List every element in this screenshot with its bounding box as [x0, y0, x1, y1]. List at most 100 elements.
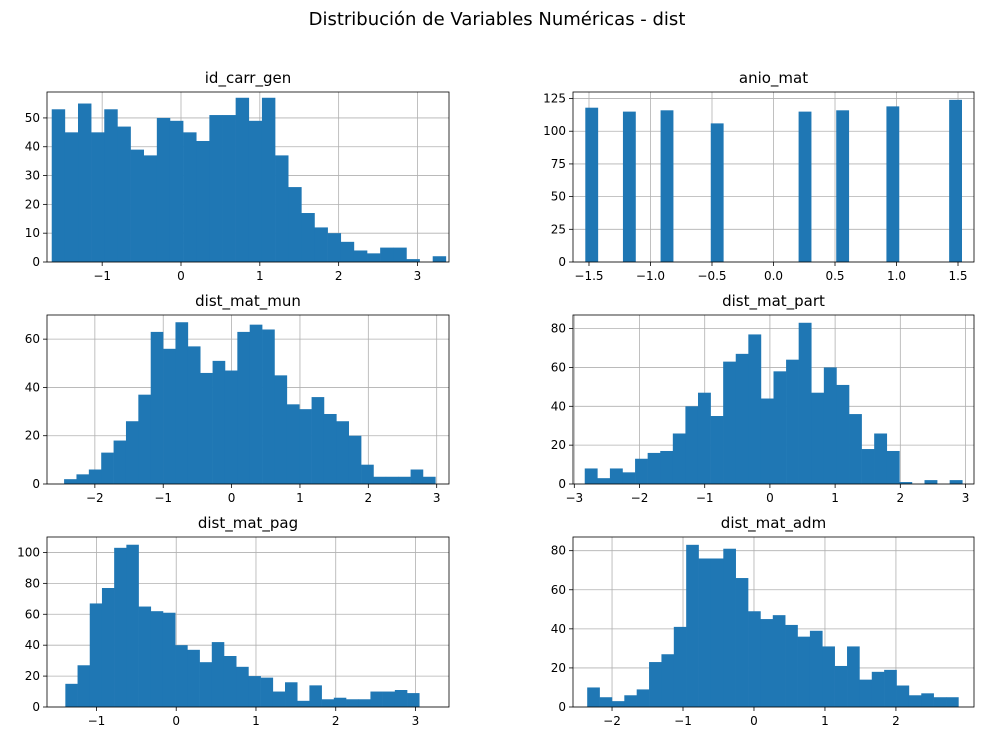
histogram-bar — [249, 324, 263, 484]
histogram-bar — [340, 241, 355, 262]
x-tick-label: −1 — [88, 714, 106, 728]
histogram-bar — [949, 99, 962, 262]
histogram-bar — [76, 474, 90, 484]
axes-frame — [46, 91, 450, 263]
panel-title: id_carr_gen — [205, 69, 291, 88]
y-tick-label: 40 — [551, 622, 566, 636]
x-tick-label: 2 — [335, 269, 343, 283]
histogram-bar — [723, 548, 736, 707]
histogram-bar — [422, 476, 436, 484]
histogram-bar — [597, 478, 611, 484]
histogram-bar — [432, 256, 447, 262]
histogram-bar — [248, 120, 263, 262]
histogram-bar — [672, 433, 686, 484]
histogram-bar — [89, 603, 103, 707]
histogram-bar — [946, 697, 959, 707]
y-tick-label: 20 — [25, 669, 40, 683]
histogram-bar — [698, 558, 712, 707]
y-tick-label: 75 — [551, 157, 566, 171]
y-tick-label: 20 — [25, 429, 40, 443]
x-tick-label: −1 — [674, 714, 692, 728]
histogram-bar — [126, 544, 139, 707]
histogram-bar — [811, 392, 825, 484]
histogram-bar — [333, 697, 347, 707]
y-tick-label: 20 — [551, 661, 566, 675]
histogram-bar — [786, 359, 799, 484]
histogram-bar — [183, 132, 197, 262]
x-tick-label: 1.5 — [948, 269, 967, 283]
x-tick-label: 2 — [332, 714, 340, 728]
x-tick-label: 0 — [750, 714, 758, 728]
histogram-dist_mat_part: −3 −2 −1 0 1 2 3 0 20 40 60 80 dist_mat_part — [551, 292, 975, 505]
histogram-bar — [798, 111, 812, 262]
y-tick-label: 0 — [32, 477, 40, 491]
y-tick-label: 40 — [25, 140, 40, 154]
histogram-bar — [772, 615, 786, 707]
histogram-bar — [373, 476, 387, 484]
x-tick-label: 1 — [256, 269, 264, 283]
histogram-bar — [138, 394, 152, 484]
y-tick-label: 20 — [25, 197, 40, 211]
y-tick-label: 40 — [25, 380, 40, 394]
x-tick-label: 1 — [831, 491, 839, 505]
y-tick-label: 125 — [543, 92, 566, 106]
x-tick-label: 3 — [412, 714, 420, 728]
histogram-bar — [260, 677, 274, 707]
histogram-bar — [407, 693, 420, 707]
histogram-bar — [884, 669, 897, 707]
histogram-bar — [861, 449, 875, 484]
y-tick-label: 20 — [551, 438, 566, 452]
histogram-bar — [899, 482, 913, 484]
histogram-bar — [636, 689, 650, 707]
histogram-bar — [199, 662, 213, 707]
histogram-bar — [587, 687, 600, 707]
x-tick-label: 2 — [897, 491, 905, 505]
histogram-bar — [101, 452, 114, 484]
x-tick-label: 2 — [892, 714, 900, 728]
histogram-bar — [785, 624, 798, 707]
histogram-bar — [660, 450, 674, 484]
y-tick-label: 50 — [551, 190, 566, 204]
histogram-bar — [327, 233, 342, 262]
histogram-bar — [297, 700, 310, 707]
y-tick-label: 80 — [551, 322, 566, 336]
x-tick-label: 1 — [821, 714, 829, 728]
x-tick-label: 3 — [962, 491, 970, 505]
x-tick-label: 0.0 — [764, 269, 783, 283]
histogram-bar — [64, 479, 77, 484]
histogram-bar — [314, 227, 328, 262]
histogram-bar — [150, 611, 164, 707]
histogram-bar — [611, 701, 625, 707]
histogram-bar — [406, 259, 420, 262]
histogram-bar — [222, 115, 236, 263]
histogram-bar — [874, 433, 888, 484]
histogram-bar — [685, 406, 699, 484]
histogram-bar — [847, 646, 860, 707]
axes-frame — [572, 536, 975, 708]
histogram-bar — [65, 683, 78, 707]
x-tick-label: 3 — [433, 491, 441, 505]
histogram-bar — [385, 476, 399, 484]
histogram-bar — [64, 132, 79, 262]
histogram-bar — [130, 149, 144, 262]
histogram-bar — [686, 544, 699, 707]
histogram-bar — [773, 371, 787, 484]
x-tick-label: −0.5 — [697, 269, 726, 283]
panel-title: dist_mat_mun — [195, 292, 301, 311]
histogram-bar — [609, 468, 623, 484]
y-tick-label: 80 — [551, 544, 566, 558]
histogram-dist_mat_mun: −2 −1 0 1 2 3 0 20 40 60 dist_mat_mun — [25, 292, 450, 505]
histogram-bar — [358, 699, 371, 707]
histogram-bar — [760, 398, 774, 484]
histogram-bar — [150, 331, 164, 484]
histogram-bar — [336, 421, 350, 484]
y-tick-label: 100 — [543, 124, 566, 138]
histogram-bar — [836, 384, 850, 484]
histogram-bar — [224, 370, 238, 484]
histogram-bar — [382, 691, 396, 707]
histogram-bar — [113, 440, 127, 484]
histogram-bar — [187, 346, 201, 484]
histogram-bar — [393, 247, 407, 262]
histogram-bar — [212, 360, 226, 484]
histogram-bar — [635, 458, 648, 484]
